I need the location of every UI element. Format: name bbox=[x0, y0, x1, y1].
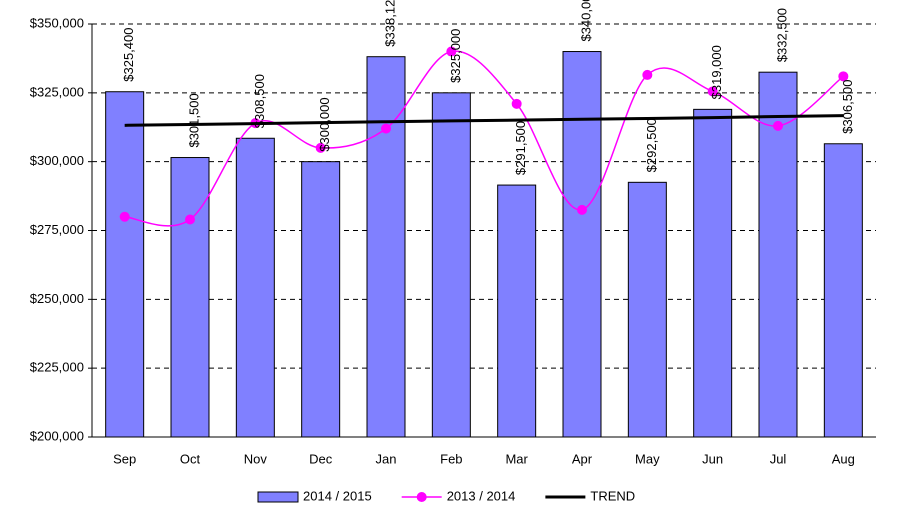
value-label: $292,500 bbox=[644, 118, 659, 172]
bar bbox=[823, 143, 863, 438]
bar bbox=[431, 92, 471, 438]
value-label: $300,000 bbox=[317, 97, 332, 151]
legend-label: TREND bbox=[590, 488, 635, 503]
y-tick-label: $325,000 bbox=[30, 84, 84, 99]
y-tick-label: $350,000 bbox=[30, 15, 84, 30]
marker bbox=[773, 120, 783, 131]
value-label: $325,400 bbox=[121, 27, 136, 81]
bar bbox=[105, 91, 145, 438]
value-label: $301,500 bbox=[186, 93, 201, 147]
x-tick-label: Jun bbox=[702, 451, 723, 466]
marker bbox=[707, 86, 718, 97]
x-tick-label: Apr bbox=[572, 451, 593, 466]
value-label: $306,500 bbox=[840, 80, 855, 134]
x-tick-label: Jul bbox=[770, 451, 787, 466]
bar bbox=[301, 161, 341, 438]
marker bbox=[838, 71, 849, 82]
y-tick-label: $275,000 bbox=[30, 222, 84, 237]
x-tick-label: Mar bbox=[505, 451, 528, 466]
x-tick-label: Jan bbox=[376, 451, 397, 466]
bar bbox=[562, 51, 602, 438]
bar bbox=[758, 71, 798, 438]
x-tick-label: Aug bbox=[832, 451, 855, 466]
trend-line bbox=[124, 114, 844, 127]
legend-marker bbox=[416, 492, 427, 502]
x-tick-label: Dec bbox=[309, 451, 333, 466]
marker bbox=[119, 211, 130, 222]
value-label: $319,000 bbox=[709, 45, 724, 99]
x-tick-label: Sep bbox=[113, 451, 136, 466]
y-tick-label: $200,000 bbox=[30, 428, 84, 443]
x-tick-label: Feb bbox=[440, 451, 462, 466]
value-label: $332,500 bbox=[774, 8, 789, 62]
bar bbox=[497, 184, 537, 438]
bar bbox=[366, 56, 406, 438]
bar bbox=[170, 157, 210, 438]
value-label: $340,000 bbox=[578, 0, 593, 42]
marker bbox=[381, 123, 391, 134]
value-label: $291,500 bbox=[513, 121, 528, 175]
line bbox=[124, 50, 844, 227]
bar bbox=[627, 181, 667, 438]
marker bbox=[185, 214, 195, 225]
x-tick-label: May bbox=[635, 451, 660, 466]
marker bbox=[446, 46, 457, 57]
y-tick-label: $250,000 bbox=[30, 291, 84, 306]
marker bbox=[642, 69, 653, 80]
marker bbox=[315, 142, 326, 153]
y-tick-label: $300,000 bbox=[30, 153, 84, 168]
value-label: $325,000 bbox=[448, 29, 463, 83]
legend-swatch bbox=[257, 491, 299, 503]
marker bbox=[577, 204, 587, 215]
bar bbox=[693, 108, 733, 438]
x-tick-label: Nov bbox=[244, 451, 268, 466]
legend-label: 2013 / 2014 bbox=[447, 488, 516, 503]
x-tick-label: Oct bbox=[180, 451, 201, 466]
legend-label: 2014 / 2015 bbox=[303, 488, 372, 503]
value-label: $338,125 bbox=[382, 0, 397, 47]
marker bbox=[511, 98, 522, 109]
value-label: $308,500 bbox=[252, 74, 267, 128]
bar bbox=[235, 137, 275, 438]
y-tick-label: $225,000 bbox=[30, 360, 84, 375]
